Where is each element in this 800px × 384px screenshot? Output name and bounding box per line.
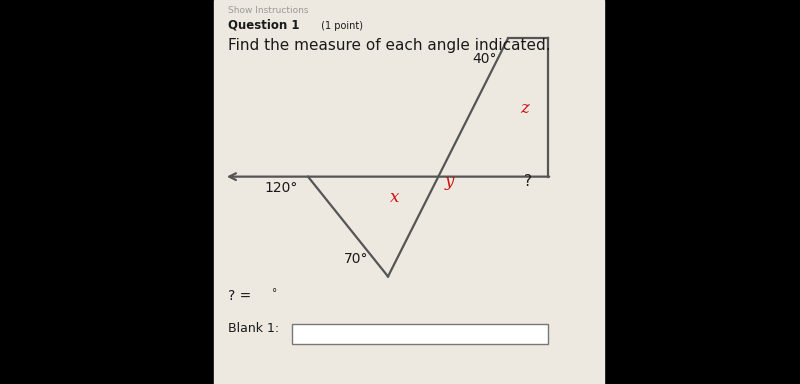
- Text: x: x: [390, 189, 400, 205]
- Text: Show Instructions: Show Instructions: [228, 7, 309, 15]
- Text: 120°: 120°: [264, 181, 298, 195]
- Text: 70°: 70°: [344, 252, 369, 266]
- Text: Question 1: Question 1: [228, 19, 299, 32]
- Bar: [292, 324, 548, 344]
- Text: y: y: [445, 173, 454, 190]
- Text: Blank 1:: Blank 1:: [228, 322, 279, 335]
- Text: ? =: ? =: [228, 288, 251, 303]
- Text: ?: ?: [524, 174, 532, 189]
- Text: (1 point): (1 point): [318, 21, 363, 31]
- Text: Find the measure of each angle indicated.: Find the measure of each angle indicated…: [228, 38, 550, 53]
- Bar: [214, 0, 604, 384]
- Text: °: °: [272, 288, 278, 298]
- Text: 40°: 40°: [472, 52, 497, 66]
- Text: z: z: [520, 100, 529, 117]
- Text: I: I: [384, 331, 388, 345]
